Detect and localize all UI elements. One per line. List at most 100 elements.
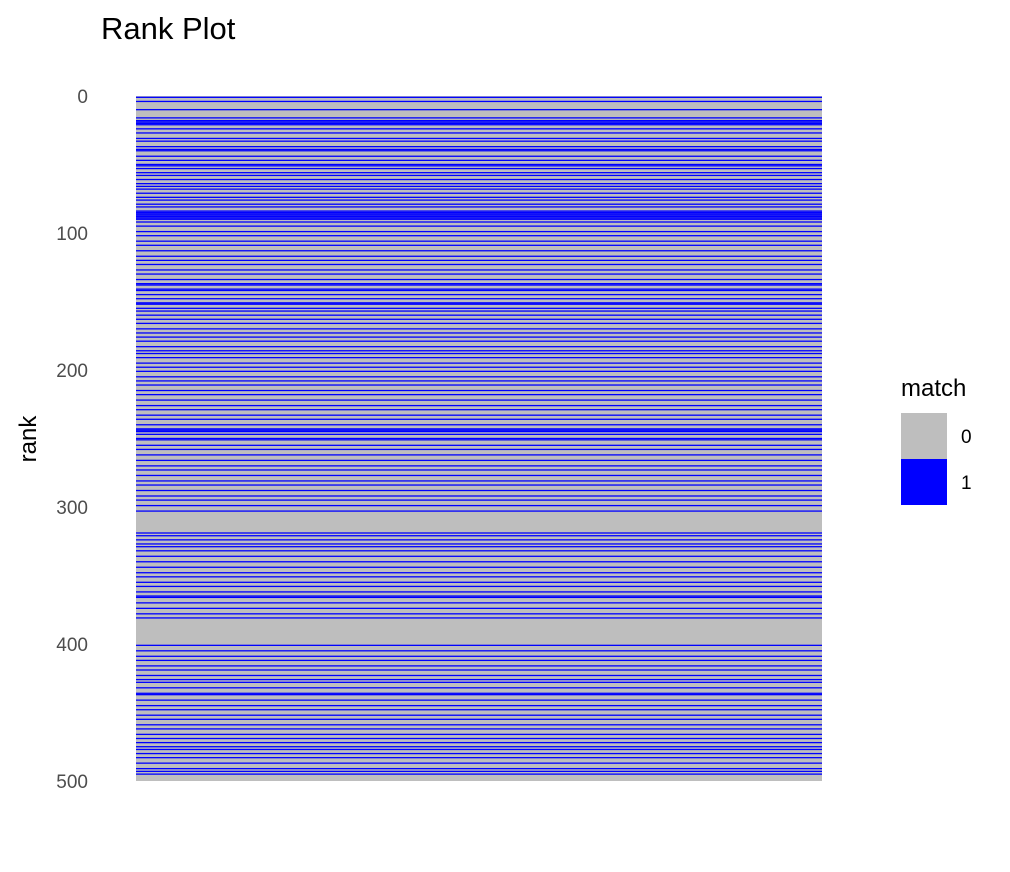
match-line-rank-428 xyxy=(136,681,822,683)
match-line-rank-183 xyxy=(136,346,822,348)
match-line-rank-381 xyxy=(136,617,822,619)
match-line-rank-64 xyxy=(136,183,822,185)
match-line-rank-66 xyxy=(136,185,822,188)
match-line-rank-416 xyxy=(136,665,822,667)
legend: match 01 xyxy=(901,375,972,505)
match-line-rank-266 xyxy=(136,459,822,462)
match-line-rank-240 xyxy=(136,424,822,426)
match-line-rank-74 xyxy=(136,196,822,198)
match-line-rank-374 xyxy=(136,607,822,609)
match-line-rank-20 xyxy=(136,122,822,125)
match-line-rank-39 xyxy=(136,148,822,151)
match-line-rank-155 xyxy=(136,307,822,309)
match-line-rank-483 xyxy=(136,757,822,759)
match-line-rank-487 xyxy=(136,762,822,764)
match-line-rank-292 xyxy=(136,495,822,497)
match-line-rank-226 xyxy=(136,404,822,407)
match-line-rank-50 xyxy=(136,163,822,166)
match-line-rank-327 xyxy=(136,543,822,545)
match-line-rank-148 xyxy=(136,298,822,300)
match-line-rank-405 xyxy=(136,650,822,652)
match-line-rank-273 xyxy=(136,469,822,471)
match-line-rank-123 xyxy=(136,263,822,266)
match-line-rank-251 xyxy=(136,439,822,441)
match-line-rank-88 xyxy=(136,215,822,218)
match-line-rank-47 xyxy=(136,159,822,161)
match-line-rank-472 xyxy=(136,741,822,744)
match-line-rank-423 xyxy=(136,674,822,677)
match-line-rank-58 xyxy=(136,174,822,177)
match-line-rank-205 xyxy=(136,376,822,378)
match-line-rank-99 xyxy=(136,230,822,233)
match-line-rank-491 xyxy=(136,767,822,770)
match-line-rank-51 xyxy=(136,165,822,167)
y-tick-label: 300 xyxy=(56,498,88,519)
match-line-rank-137 xyxy=(136,283,822,285)
match-line-rank-21 xyxy=(136,124,822,126)
match-line-rank-90 xyxy=(136,218,822,220)
match-line-rank-179 xyxy=(136,340,822,342)
match-line-rank-262 xyxy=(136,454,822,456)
match-line-rank-208 xyxy=(136,380,822,382)
match-line-rank-445 xyxy=(136,704,822,707)
match-line-rank-401 xyxy=(136,644,822,646)
match-line-rank-243 xyxy=(136,428,822,430)
match-line-rank-419 xyxy=(136,669,822,671)
match-line-rank-95 xyxy=(136,225,822,227)
match-line-rank-355 xyxy=(136,581,822,583)
match-line-rank-176 xyxy=(136,336,822,338)
match-line-rank-370 xyxy=(136,602,822,604)
match-line-rank-255 xyxy=(136,444,822,446)
match-line-rank-86 xyxy=(136,213,822,215)
match-line-rank-324 xyxy=(136,539,822,541)
match-line-rank-68 xyxy=(136,188,822,190)
match-line-rank-134 xyxy=(136,278,822,281)
match-line-rank-462 xyxy=(136,728,822,730)
match-line-rank-18 xyxy=(136,119,822,122)
match-line-rank-469 xyxy=(136,737,822,740)
match-line-rank-27 xyxy=(136,132,822,134)
y-tick-label: 500 xyxy=(56,772,88,793)
match-line-rank-258 xyxy=(136,448,822,451)
match-line-rank-85 xyxy=(136,211,822,214)
match-line-rank-432 xyxy=(136,687,822,689)
match-line-rank-426 xyxy=(136,678,822,681)
match-line-rank-362 xyxy=(136,591,822,593)
match-line-rank-437 xyxy=(136,694,822,696)
legend-label-0: 0 xyxy=(961,427,972,448)
match-line-rank-319 xyxy=(136,532,822,534)
y-axis-ticks: 0 100 200 300 400 500 xyxy=(56,87,88,793)
match-line-rank-106 xyxy=(136,240,822,242)
match-line-rank-76 xyxy=(136,199,822,201)
match-line-rank-299 xyxy=(136,504,822,507)
match-line-rank-109 xyxy=(136,244,822,246)
match-lines xyxy=(136,96,822,775)
match-line-rank-31 xyxy=(136,137,822,140)
match-line-rank-378 xyxy=(136,613,822,615)
match-line-rank-71 xyxy=(136,192,822,194)
match-line-rank-102 xyxy=(136,235,822,237)
legend-entries: 01 xyxy=(901,413,972,505)
match-line-rank-1 xyxy=(136,96,822,98)
match-line-rank-218 xyxy=(136,393,822,396)
match-line-rank-201 xyxy=(136,370,822,372)
match-line-rank-198 xyxy=(136,366,822,368)
match-line-rank-152 xyxy=(136,303,822,305)
match-line-rank-233 xyxy=(136,414,822,416)
match-line-rank-412 xyxy=(136,659,822,662)
match-line-rank-436 xyxy=(136,692,822,694)
match-line-rank-44 xyxy=(136,155,822,157)
y-tick-label: 100 xyxy=(56,224,88,245)
match-line-rank-245 xyxy=(136,430,822,433)
match-line-rank-145 xyxy=(136,293,822,296)
match-line-rank-113 xyxy=(136,250,822,252)
match-line-rank-163 xyxy=(136,318,822,320)
y-tick-label: 0 xyxy=(77,87,88,108)
match-line-rank-222 xyxy=(136,399,822,401)
match-line-rank-56 xyxy=(136,172,822,174)
match-line-rank-173 xyxy=(136,332,822,334)
match-line-rank-170 xyxy=(136,328,822,330)
match-line-rank-336 xyxy=(136,555,822,557)
match-line-rank-495 xyxy=(136,773,822,775)
match-line-rank-92 xyxy=(136,221,822,223)
